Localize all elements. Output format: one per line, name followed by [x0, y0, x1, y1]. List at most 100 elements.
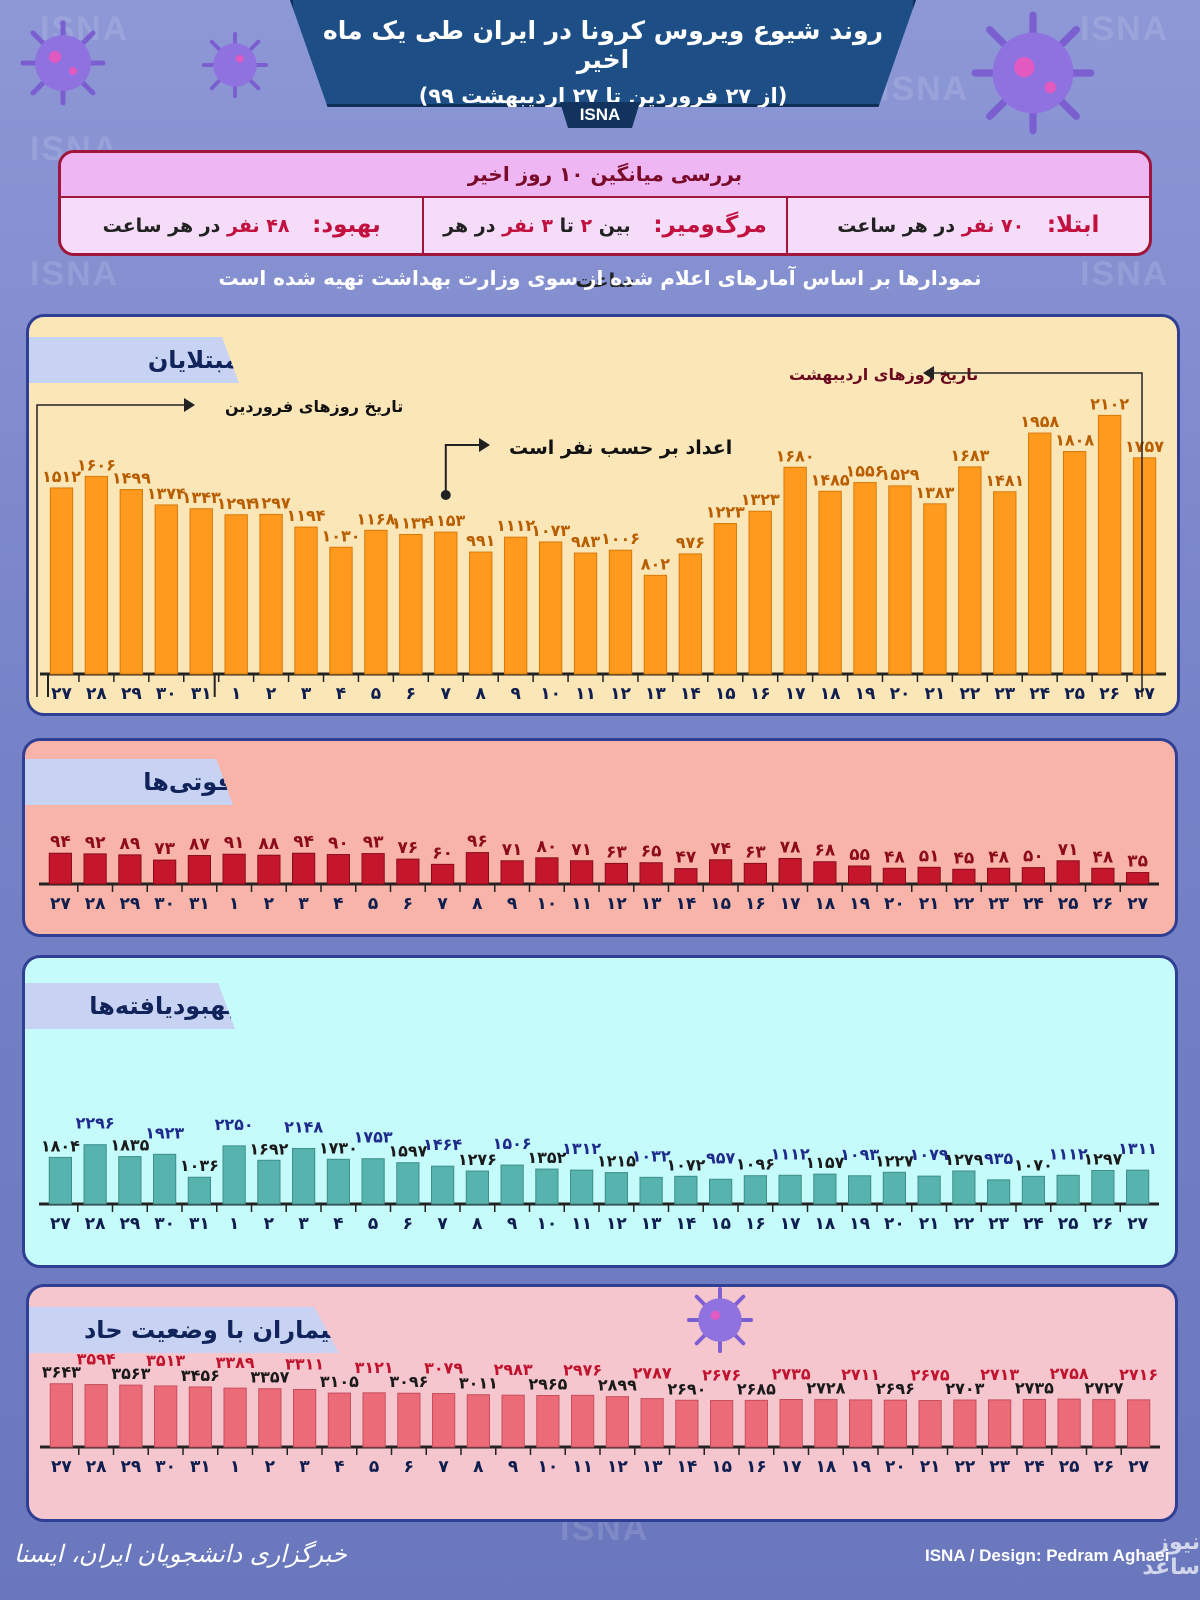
bar	[431, 863, 455, 885]
bar	[882, 867, 906, 885]
bar	[1028, 432, 1052, 675]
bar	[993, 491, 1017, 675]
tick-label: ۲۶	[1092, 894, 1113, 914]
data-label: ۱۰۰۶	[601, 529, 640, 548]
tick-label: ۲	[265, 1457, 276, 1477]
data-label: ۱۰۷۳	[531, 521, 570, 540]
data-label: ۱۷۳۰	[319, 1138, 358, 1157]
data-label: ۹۵۷	[706, 1148, 736, 1167]
bar	[571, 1394, 595, 1448]
summary-deaths: مرگ‌ومیر: بین ۲ تا ۳ نفر در هر ساعت	[424, 198, 788, 292]
data-label: ۳۱۰۵	[320, 1372, 359, 1391]
tick-label: ۹	[507, 894, 518, 914]
data-label: ۲۹۷۶	[563, 1360, 602, 1379]
data-label: ۱۲۲۳	[706, 503, 745, 522]
bar	[958, 466, 982, 675]
data-label: ۸۷	[189, 835, 210, 855]
bar	[535, 1168, 559, 1205]
bar	[640, 1398, 664, 1448]
virus-icon	[20, 20, 106, 106]
tick-label: ۶	[404, 1457, 414, 1477]
bar	[1062, 451, 1087, 675]
tick-label: ۳۰	[155, 1457, 176, 1477]
data-label: ۱۲۷۹	[944, 1150, 983, 1169]
summary-title: بررسی میانگین ۱۰ روز اخیر	[61, 153, 1149, 198]
bar	[952, 1170, 976, 1205]
tick-label: ۷	[438, 1457, 449, 1477]
bar	[469, 551, 493, 675]
bar	[674, 1175, 698, 1205]
data-label: ۲۷۵۸	[1050, 1364, 1089, 1383]
footer-watermark: نیوز ساعد	[1142, 1530, 1200, 1580]
bar	[1056, 860, 1080, 885]
tick-label: ۳	[298, 894, 309, 914]
data-label: ۱۱۱۲	[771, 1144, 810, 1163]
bar	[187, 1176, 211, 1205]
tick-label: ۱۴	[675, 894, 696, 914]
bar	[48, 852, 72, 885]
data-label: ۲۷۲۸	[806, 1379, 845, 1398]
summary-infection: ابتلا: ۷۰ نفر در هر ساعت	[837, 212, 1100, 238]
data-label: ۳۰۱۱	[459, 1374, 498, 1393]
bar	[923, 503, 947, 675]
tick-label: ۲۶	[1092, 1214, 1113, 1234]
data-label: ۱۶۸۳	[950, 446, 989, 465]
bar	[153, 1153, 177, 1205]
tick-label: ۲۴	[1023, 1214, 1044, 1234]
data-label: ۸۹	[119, 834, 140, 854]
tick-label: ۱۳	[641, 894, 662, 914]
farvardin-note: تاریخ روزهای فروردین	[225, 397, 404, 416]
tick-label: ۱۳	[645, 684, 666, 704]
data-label: ۲۲۵۰	[215, 1115, 254, 1134]
bar	[743, 862, 767, 885]
data-label: ۹۴	[50, 832, 71, 852]
tick-label: ۷	[441, 684, 452, 704]
data-label: ۸۸	[258, 834, 279, 854]
bar	[917, 866, 941, 885]
tick-label: ۲۹	[121, 684, 142, 704]
tick-label: ۱۳	[642, 1457, 663, 1477]
virus-icon	[971, 11, 1095, 135]
tick-label: ۱	[229, 1214, 239, 1234]
data-label: ۲۷۲۷	[1084, 1379, 1123, 1398]
farvardin-pointer	[36, 404, 184, 697]
data-label: ۲۷۱۱	[841, 1365, 880, 1384]
bar	[849, 1399, 873, 1448]
bar	[1097, 414, 1122, 675]
data-label: ۱۴۶۴	[423, 1135, 462, 1154]
data-label: ۲۱۰۲	[1090, 394, 1129, 413]
tick-label: ۳	[298, 1214, 309, 1234]
data-label: ۱۰۳۶	[180, 1156, 219, 1175]
bar	[503, 536, 528, 675]
data-label: ۱۲۹۷	[1083, 1149, 1122, 1168]
data-label: ۱۱۶۸	[356, 509, 395, 528]
tick-label: ۱۱	[571, 894, 592, 914]
tick-label: ۱۷	[780, 894, 801, 914]
data-label: ۲۷۳۵	[1015, 1378, 1054, 1397]
watermark: ISNA	[30, 255, 120, 293]
page-subtitle: (از ۲۷ فروردین تا ۲۷ اردیبهشت ۹۹)	[418, 84, 788, 108]
bar	[1091, 1169, 1115, 1205]
tick-label: ۲۰	[884, 1214, 905, 1234]
bar	[258, 1388, 282, 1448]
data-label: ۳۴۵۶	[181, 1366, 220, 1385]
bar	[329, 546, 353, 675]
data-label: ۹۰	[328, 834, 349, 854]
data-label: ۴۸	[884, 847, 905, 867]
summary-recovery: بهبود: ۴۸ نفر در هر ساعت	[61, 198, 425, 253]
bar	[952, 868, 976, 885]
tick-label: ۲۱	[919, 1214, 940, 1234]
tick-label: ۱۷	[785, 684, 806, 704]
bar	[500, 860, 524, 885]
tick-label: ۳	[301, 684, 312, 704]
bar	[743, 1175, 767, 1205]
data-label: ۶۸	[814, 841, 835, 861]
tick-label: ۱۹	[849, 1214, 870, 1234]
data-label: ۱۸۰۴	[41, 1136, 80, 1155]
tick-label: ۲۷	[1128, 1457, 1149, 1477]
bar	[748, 510, 772, 675]
data-label: ۱۰۷۰	[1014, 1155, 1053, 1174]
data-label: ۶۳	[606, 842, 627, 862]
tick-label: ۱۲	[610, 684, 631, 704]
bar	[222, 853, 246, 885]
